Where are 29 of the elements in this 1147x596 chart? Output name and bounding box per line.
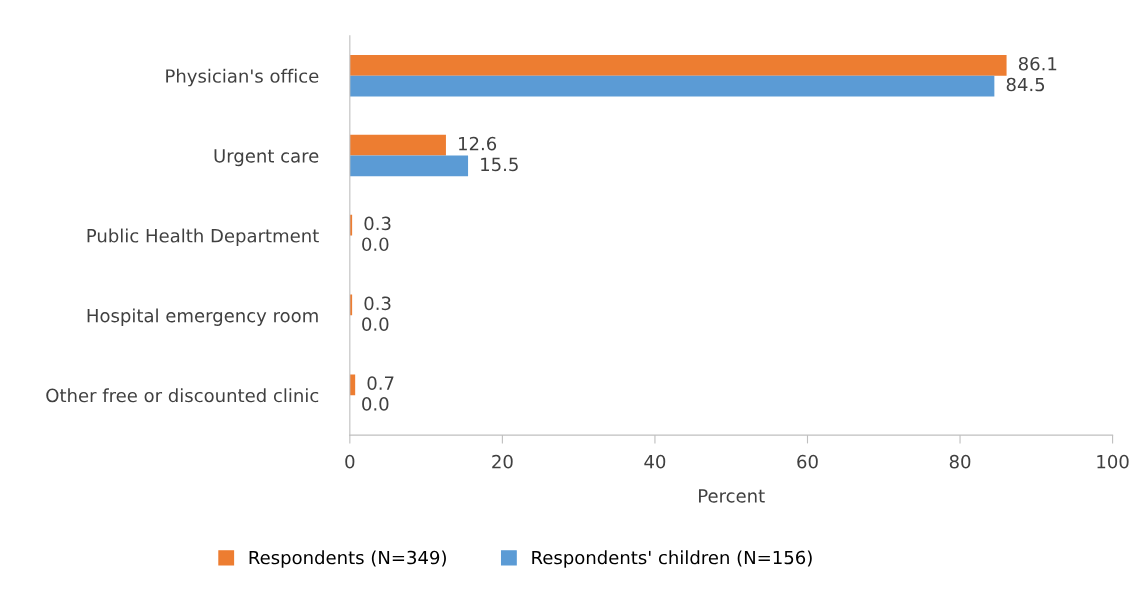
bar [349, 155, 469, 177]
data-label: 0.7 [367, 376, 394, 390]
y-tick-label: Urgent care [214, 149, 319, 167]
data-label: 0.0 [362, 317, 389, 331]
data-label: 0.0 [362, 237, 389, 252]
bar [349, 54, 1007, 76]
data-label: 0.0 [362, 397, 389, 411]
data-label: 84.5 [1006, 77, 1045, 92]
x-tick-label: 0 [345, 454, 355, 469]
x-tick-label: 100 [1097, 454, 1129, 469]
legend-label: Respondents (N=349) [249, 550, 446, 568]
y-tick-label: Hospital emergency room [87, 308, 318, 326]
x-tick-label: 80 [949, 454, 971, 469]
y-tick-label: Public Health Department [87, 228, 319, 247]
y-tick-label: Physician's office [166, 68, 319, 87]
x-axis-title: Percent [699, 489, 765, 503]
legend-label: Respondents' children (N=156) [532, 550, 812, 568]
data-label: 12.6 [459, 136, 497, 151]
data-label: 0.3 [364, 296, 391, 311]
data-label: 15.5 [481, 157, 518, 172]
bar [349, 134, 446, 156]
data-label: 0.3 [364, 216, 391, 231]
x-tick-label: 40 [644, 454, 666, 469]
y-tick-label: Other free or discounted clinic [46, 388, 319, 403]
x-tick-label: 60 [797, 454, 818, 469]
data-label: 86.1 [1018, 56, 1057, 71]
x-tick-label: 20 [492, 454, 513, 469]
bar [349, 75, 995, 97]
bar [349, 374, 356, 396]
